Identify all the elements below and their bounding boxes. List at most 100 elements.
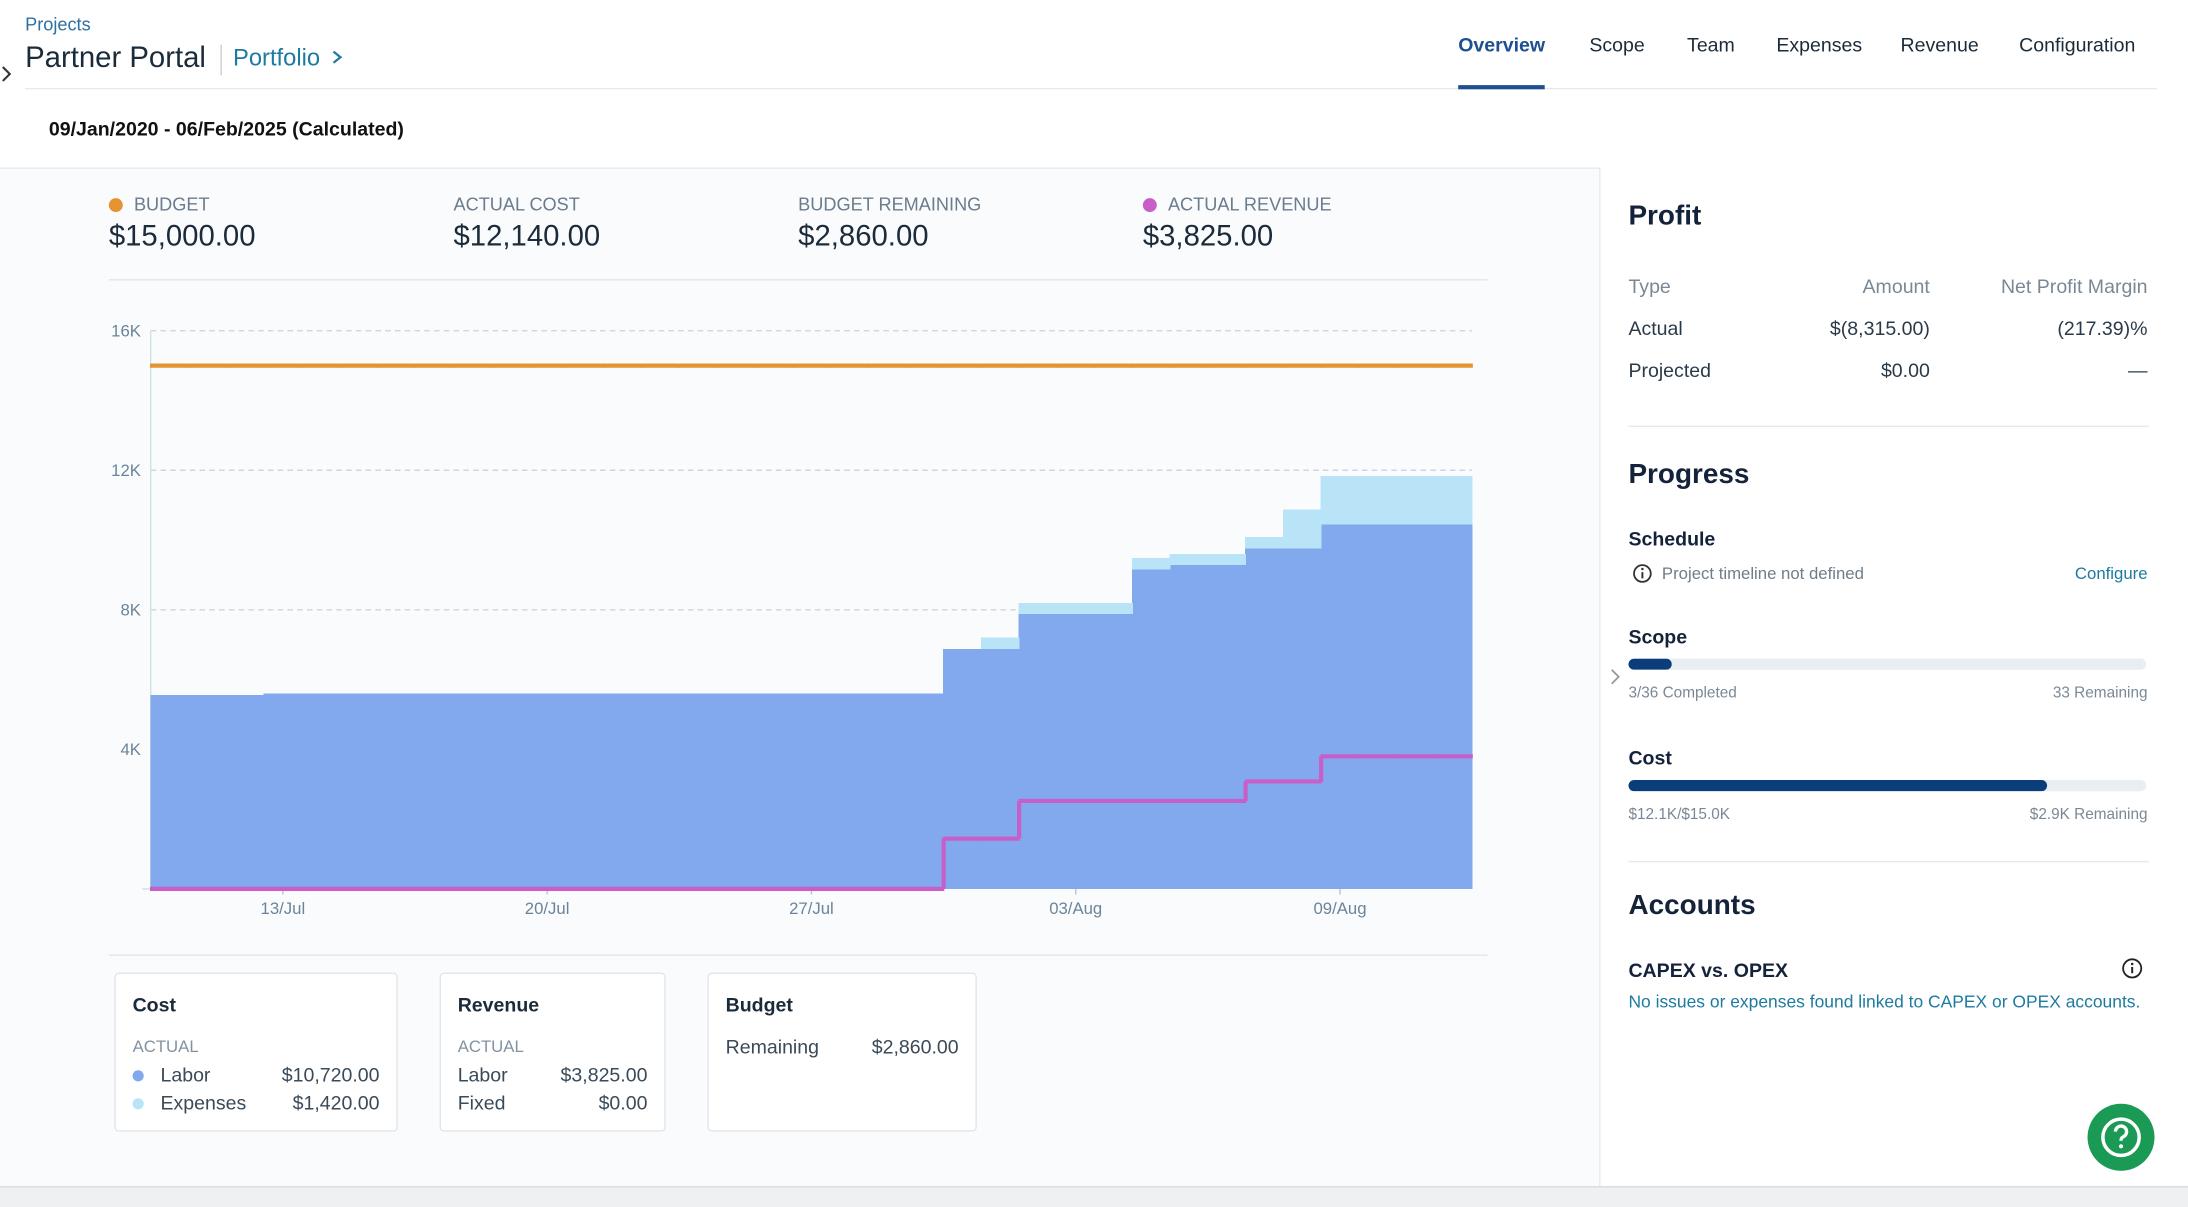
row-label: Labor (160, 1063, 211, 1086)
info-icon (1633, 564, 1652, 583)
legend-dot (132, 1098, 144, 1110)
help-button[interactable] (2086, 1102, 2156, 1172)
chevron-icon (332, 50, 343, 64)
area-segment (1056, 602, 1096, 614)
area-segment (1282, 548, 1322, 889)
x-tick-label: 20/Jul (525, 899, 570, 918)
breadcrumb[interactable]: Projects (25, 13, 91, 35)
kpi-label: ACTUAL REVENUE (1142, 193, 1332, 215)
card-subtitle: ACTUAL (457, 1036, 524, 1057)
row-value: $3,825.00 (560, 1063, 648, 1086)
portfolio-link[interactable]: Portfolio (233, 45, 345, 73)
row-value: $2,860.00 (871, 1035, 959, 1058)
tab[interactable]: Overview (1458, 33, 1546, 56)
tab[interactable]: Team (1687, 33, 1735, 56)
accounts-subtitle: CAPEX vs. OPEX (1628, 958, 1789, 981)
row-label: Labor (457, 1063, 508, 1086)
area-segment (150, 694, 189, 889)
card-title: Revenue (457, 993, 540, 1016)
kpi-label: BUDGET REMAINING (798, 193, 982, 215)
area-segment (301, 693, 340, 889)
table-header: Net Profit Margin (2000, 274, 2148, 298)
tab[interactable]: Configuration (2019, 33, 2136, 56)
legend-dot (132, 1070, 144, 1082)
progress-fill (1628, 780, 2048, 792)
kpi-value: $15,000.00 (108, 220, 256, 253)
legend-label: BUDGET (133, 193, 210, 215)
section-rule (1628, 425, 2149, 427)
card-title: Budget (725, 993, 793, 1016)
area-segment (716, 693, 756, 889)
header-rule (25, 87, 2158, 90)
side-toggle[interactable] (0, 64, 14, 84)
area-segment (527, 693, 567, 889)
area-segment (1207, 553, 1247, 566)
area-segment (792, 693, 831, 889)
progress-left: $12.1K/$15.0K (1628, 806, 1731, 824)
card-title: Cost (132, 993, 176, 1016)
area-segment (1320, 524, 1360, 889)
legend-label: ACTUAL REVENUE (1167, 193, 1332, 215)
progress-right: $2.9K Remaining (2029, 806, 2148, 824)
row-label: Expenses (160, 1091, 247, 1114)
area-segment (188, 694, 227, 889)
table-cell: $0.00 (1880, 358, 1930, 381)
area-segment (376, 693, 416, 889)
x-tick-label: 03/Aug (1049, 899, 1102, 918)
area-segment (263, 693, 303, 889)
summary-card: Budget Remaining $2,860.00 (707, 972, 977, 1132)
area-segment (1207, 565, 1247, 889)
tab[interactable]: Scope (1589, 33, 1645, 56)
configure-link[interactable]: Configure (2074, 563, 2148, 584)
table-header: Type (1628, 274, 1671, 298)
area-segment (1131, 558, 1171, 570)
row-label: Fixed (457, 1091, 506, 1114)
area-segment (1245, 548, 1284, 889)
area-segment (1358, 524, 1398, 889)
kpi-value: $12,140.00 (453, 220, 601, 253)
tab[interactable]: Expenses (1776, 33, 1863, 56)
progress-track (1628, 780, 2147, 792)
summary-card: Revenue ACTUAL Labor $3,825.00 Fixed $0.00 (439, 972, 666, 1132)
y-tick-label: 4K (120, 740, 140, 759)
info-icon[interactable] (2121, 957, 2143, 979)
y-tick-label: 16K (111, 321, 141, 340)
x-tick-label: 13/Jul (261, 899, 306, 918)
area-segment (603, 693, 642, 889)
area-segment (1094, 602, 1133, 614)
area-segment (1433, 475, 1473, 525)
progress-left: 3/36 Completed (1628, 685, 1737, 702)
area-segment (414, 693, 454, 889)
kpi-value: $2,860.00 (798, 220, 929, 253)
area-segment (829, 693, 869, 889)
area-segment (1094, 613, 1133, 889)
area-segment (1018, 602, 1058, 614)
kpi-label: ACTUAL COST (453, 193, 580, 215)
kpi-label: BUDGET (108, 193, 210, 215)
portfolio-text[interactable]: Portfolio (233, 44, 321, 72)
area-segment (1396, 524, 1435, 889)
area-segment (1056, 613, 1096, 889)
side-toggle[interactable] (1609, 667, 1623, 687)
chart: 4K 8K 12K 16K 13/Jul 20/Jul 27/Jul 03/Aug 09/Aug (111, 321, 1473, 918)
table-cell: (217.39)% (2057, 316, 2148, 340)
schedule-note: Project timeline not defined (1661, 563, 1864, 584)
table-cell: — (2128, 358, 2148, 381)
table-cell: $(8,315.00) (1829, 316, 1930, 340)
tab[interactable]: Revenue (1900, 33, 1979, 56)
schedule-title: Schedule (1628, 527, 1716, 550)
area-segment (754, 693, 793, 889)
area-segment (1433, 524, 1473, 889)
area-segment (1282, 509, 1322, 549)
area-segment (565, 693, 605, 889)
x-tick-label: 27/Jul (789, 899, 834, 918)
area-segment (678, 693, 718, 889)
active-tab-indicator (1458, 85, 1545, 90)
progress-fill (1628, 658, 1672, 670)
area-segment (1358, 475, 1398, 525)
y-tick-label: 8K (120, 600, 140, 619)
row-value: $10,720.00 (281, 1063, 380, 1086)
progress-title: Scope (1628, 625, 1688, 648)
